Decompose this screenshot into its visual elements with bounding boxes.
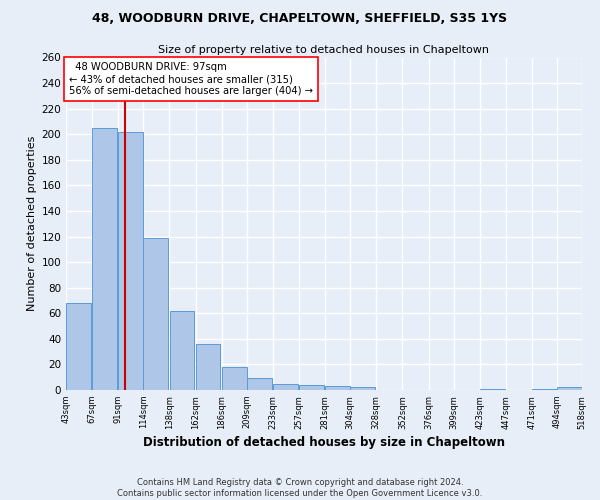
Text: 48 WOODBURN DRIVE: 97sqm
← 43% of detached houses are smaller (315)
56% of semi-: 48 WOODBURN DRIVE: 97sqm ← 43% of detach… — [68, 62, 313, 96]
Bar — [273, 384, 298, 390]
Bar — [222, 367, 247, 390]
Bar — [247, 378, 272, 390]
Bar — [118, 132, 143, 390]
Bar — [299, 385, 324, 390]
Title: Size of property relative to detached houses in Chapeltown: Size of property relative to detached ho… — [158, 46, 490, 56]
Bar — [480, 388, 505, 390]
Bar — [143, 238, 168, 390]
Bar — [196, 344, 220, 390]
Text: 48, WOODBURN DRIVE, CHAPELTOWN, SHEFFIELD, S35 1YS: 48, WOODBURN DRIVE, CHAPELTOWN, SHEFFIEL… — [92, 12, 508, 26]
Bar — [350, 388, 375, 390]
Bar — [92, 128, 117, 390]
X-axis label: Distribution of detached houses by size in Chapeltown: Distribution of detached houses by size … — [143, 436, 505, 449]
Bar — [66, 303, 91, 390]
Bar — [557, 388, 582, 390]
Bar — [532, 388, 557, 390]
Y-axis label: Number of detached properties: Number of detached properties — [27, 136, 37, 312]
Bar — [170, 310, 194, 390]
Text: Contains HM Land Registry data © Crown copyright and database right 2024.
Contai: Contains HM Land Registry data © Crown c… — [118, 478, 482, 498]
Bar — [325, 386, 350, 390]
